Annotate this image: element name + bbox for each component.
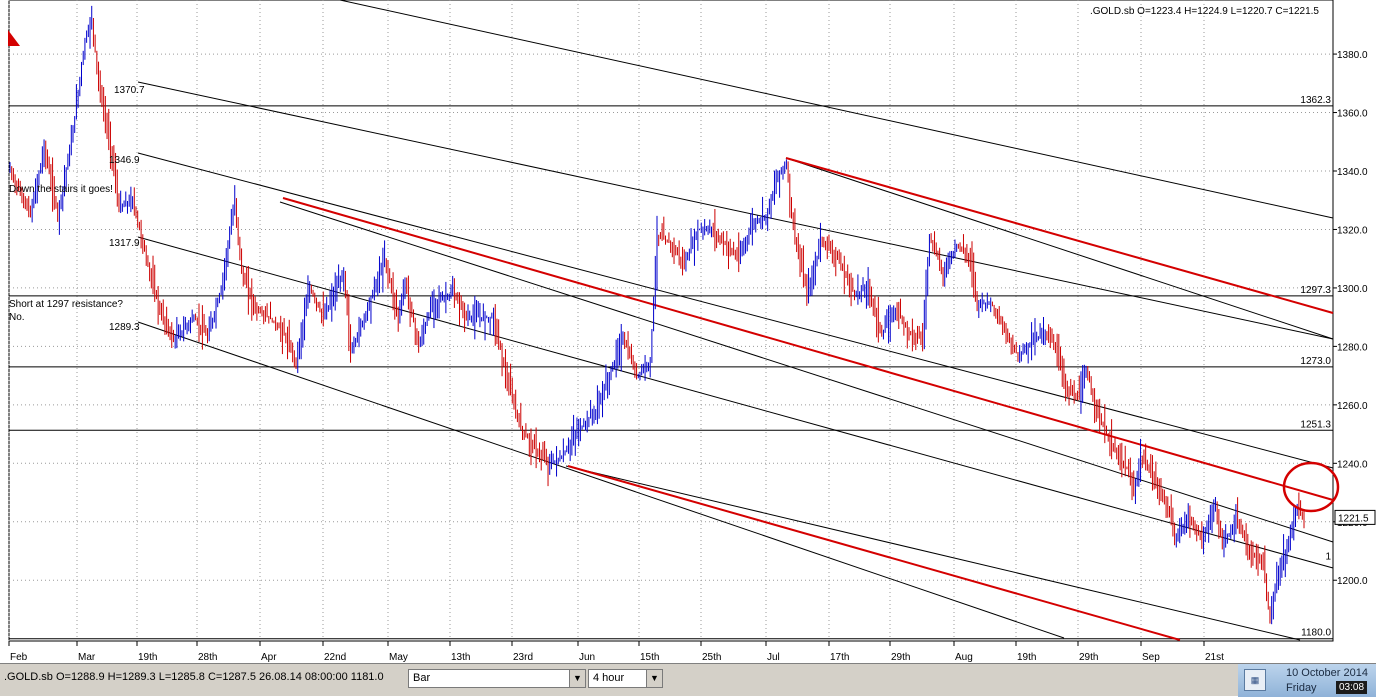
horizontal-levels: 1362.3 1297.3 1273.0 1251.3 1180.0 1 — [9, 95, 1333, 640]
chart-grid — [8, 0, 1337, 646]
x-tick-label: 21st — [1205, 652, 1224, 663]
price-bars — [9, 5, 1305, 625]
x-tick-label: 15th — [640, 652, 659, 663]
x-tick-label: 22nd — [324, 652, 346, 663]
x-tick-label: Sep — [1142, 652, 1160, 663]
level-label: 1 — [1325, 552, 1331, 563]
channel-line-black — [339, 0, 1334, 219]
y-tick-label: 1260.0 — [1337, 401, 1368, 412]
x-tick-label: May — [389, 652, 408, 663]
x-tick-label: 25th — [702, 652, 721, 663]
channel-line-red — [282, 197, 1334, 501]
y-tick-label: 1360.0 — [1337, 109, 1368, 120]
x-tick-label: 23rd — [513, 652, 533, 663]
chevron-down-icon[interactable]: ▼ — [646, 670, 662, 687]
channel-line-red — [567, 465, 1181, 641]
chart-type-value: Bar — [413, 672, 431, 684]
timeframe-value: 4 hour — [593, 672, 625, 684]
level-label: 1297.3 — [1300, 285, 1331, 296]
x-tick-label: 13th — [451, 652, 470, 663]
channel-line-black — [785, 157, 1334, 340]
channel-line-black — [565, 465, 1301, 641]
channel-line-black — [137, 321, 1065, 639]
x-tick-label: 17th — [830, 652, 849, 663]
x-tick-label: Aug — [955, 652, 973, 663]
calendar-icon: ▦ — [1244, 669, 1266, 691]
clock-date: 10 October 2014 — [1286, 667, 1368, 679]
x-tick-label: Apr — [261, 652, 277, 663]
x-tick-label: Mar — [78, 652, 96, 663]
level-label: 1251.3 — [1300, 419, 1331, 430]
x-tick-label: Feb — [10, 652, 28, 663]
annotation-no: No. — [9, 312, 25, 323]
chart-type-select[interactable]: Bar ▼ — [408, 669, 586, 688]
annotation-down-stairs: Down the stairs it goes! — [9, 184, 113, 195]
y-tick-label: 1300.0 — [1337, 284, 1368, 295]
chart-background — [0, 0, 1376, 663]
left-label-1: 1370.7 — [114, 85, 145, 96]
channel-line-black — [137, 81, 1334, 340]
x-tick-label: 19th — [1017, 652, 1036, 663]
highlight-circle — [1282, 461, 1340, 513]
x-tick-label: 28th — [198, 652, 217, 663]
timeframe-select[interactable]: 4 hour ▼ — [588, 669, 663, 688]
taskbar-clock[interactable]: ▦ 10 October 2014 Friday 03:08 — [1238, 664, 1376, 697]
left-label-3: 1317.9 — [109, 238, 140, 249]
y-tick-label: 1240.0 — [1337, 459, 1368, 470]
channel-line-black — [137, 152, 1334, 469]
annotation-short-resistance: Short at 1297 resistance? — [9, 299, 123, 310]
price-chart[interactable]: 1362.3 1297.3 1273.0 1251.3 1180.0 1 1200.0 12… — [0, 0, 1376, 663]
y-tick-label: 1280.0 — [1337, 342, 1368, 353]
bar-info-text: .GOLD.sb O=1288.9 H=1289.3 L=1285.8 C=12… — [4, 671, 384, 683]
level-label: 1180.0 — [1301, 628, 1331, 639]
clock-day: Friday — [1286, 682, 1317, 694]
y-tick-label: 1340.0 — [1337, 167, 1368, 178]
clock-time: 03:08 — [1336, 681, 1368, 694]
y-tick-label: 1200.0 — [1337, 576, 1368, 587]
status-bar: .GOLD.sb O=1288.9 H=1289.3 L=1285.8 C=12… — [0, 663, 1376, 697]
left-label-2: 1346.9 — [109, 155, 140, 166]
channel-line-red — [785, 157, 1334, 314]
trend-channels — [137, 0, 1334, 641]
axis-labels: 1200.01220.01240.01260.01280.01300.01320… — [10, 50, 1376, 663]
current-price-label: 1221.5 — [1338, 513, 1369, 524]
x-tick-label: Jun — [579, 652, 595, 663]
x-tick-label: Jul — [767, 652, 780, 663]
current-price-box — [1334, 509, 1376, 525]
x-tick-label: 29th — [891, 652, 910, 663]
left-label-4: 1289.3 — [109, 322, 140, 333]
symbol-ohlc-header: .GOLD.sb O=1223.4 H=1224.9 L=1220.7 C=12… — [1090, 6, 1319, 17]
chevron-down-icon[interactable]: ▼ — [569, 670, 585, 687]
level-label: 1273.0 — [1300, 356, 1331, 367]
y-tick-label: 1380.0 — [1337, 50, 1368, 61]
y-tick-label: 1320.0 — [1337, 225, 1368, 236]
level-label: 1362.3 — [1300, 95, 1331, 106]
sell-arrow-icon — [8, 30, 20, 46]
x-tick-label: 29th — [1079, 652, 1098, 663]
x-tick-label: 19th — [138, 652, 157, 663]
